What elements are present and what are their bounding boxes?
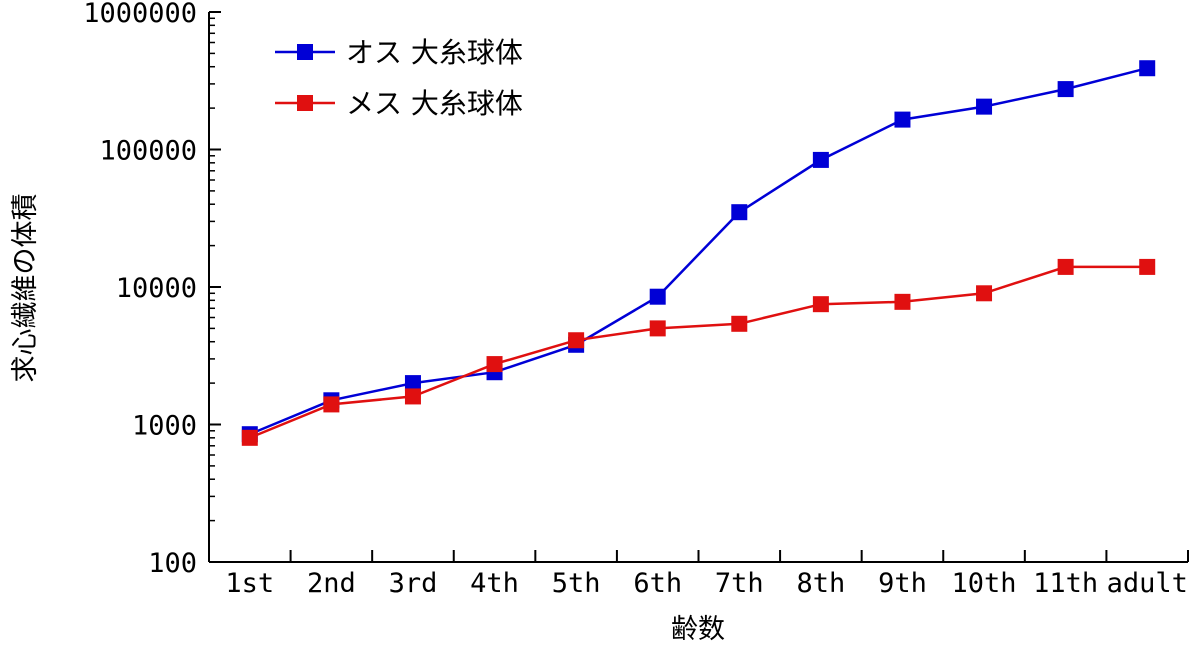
y-ticks: 100 1000 10000 100000 1000000 [83, 0, 221, 579]
legend-label: オス 大糸球体 [346, 36, 523, 69]
legend-label: メス 大糸球体 [346, 87, 523, 120]
data-point [731, 204, 748, 221]
series-line [249, 66, 1148, 436]
data-point [568, 332, 585, 349]
data-point [649, 320, 666, 337]
y-tick-label: 1000 [132, 411, 197, 442]
data-point [1139, 258, 1156, 275]
y-tick-label: 100000 [99, 136, 197, 167]
y-axis-title: 求心繊維の体積 [10, 194, 41, 383]
legend-item: メス 大糸球体 [275, 87, 523, 120]
data-point [404, 375, 421, 392]
series-line [249, 265, 1148, 439]
data-point [649, 288, 666, 305]
legend-marker [297, 95, 313, 111]
data-point [731, 315, 748, 332]
y-tick-label: 10000 [116, 273, 197, 304]
data-point [486, 356, 503, 373]
x-tick-label: 3rd [389, 568, 438, 599]
x-tick-label: adult [1107, 568, 1188, 599]
data-point [241, 429, 258, 446]
data-point [976, 98, 993, 115]
legend-marker [297, 44, 313, 60]
x-tick-label: 8th [796, 568, 845, 599]
x-tick-label: 7th [715, 568, 764, 599]
data-point [812, 296, 829, 313]
y-tick-label: 100 [148, 548, 197, 579]
x-ticks: 1st 2nd 3rd 4th 5th 6th 7th 8th 9th 10th 11th adult [208, 550, 1189, 599]
data-point [323, 396, 340, 413]
data-point [1139, 60, 1156, 77]
x-tick-label: 4th [470, 568, 519, 599]
data-point [404, 388, 421, 405]
series-2 [241, 258, 1156, 446]
x-axis-title: 齢数 [671, 614, 725, 645]
data-point [1057, 258, 1074, 275]
x-tick-label: 11th [1033, 568, 1098, 599]
x-tick-label: 5th [552, 568, 601, 599]
x-tick-label: 6th [633, 568, 682, 599]
data-point [812, 151, 829, 168]
legend-item: オス 大糸球体 [275, 36, 523, 69]
data-point [1057, 81, 1074, 98]
data-point [894, 111, 911, 128]
x-tick-label: 9th [878, 568, 927, 599]
x-tick-label: 10th [952, 568, 1017, 599]
y-tick-label: 1000000 [83, 0, 197, 29]
x-tick-label: 1st [225, 568, 274, 599]
series-layer [241, 60, 1156, 446]
data-point [976, 285, 993, 302]
x-tick-label: 2nd [307, 568, 356, 599]
data-point [894, 293, 911, 310]
